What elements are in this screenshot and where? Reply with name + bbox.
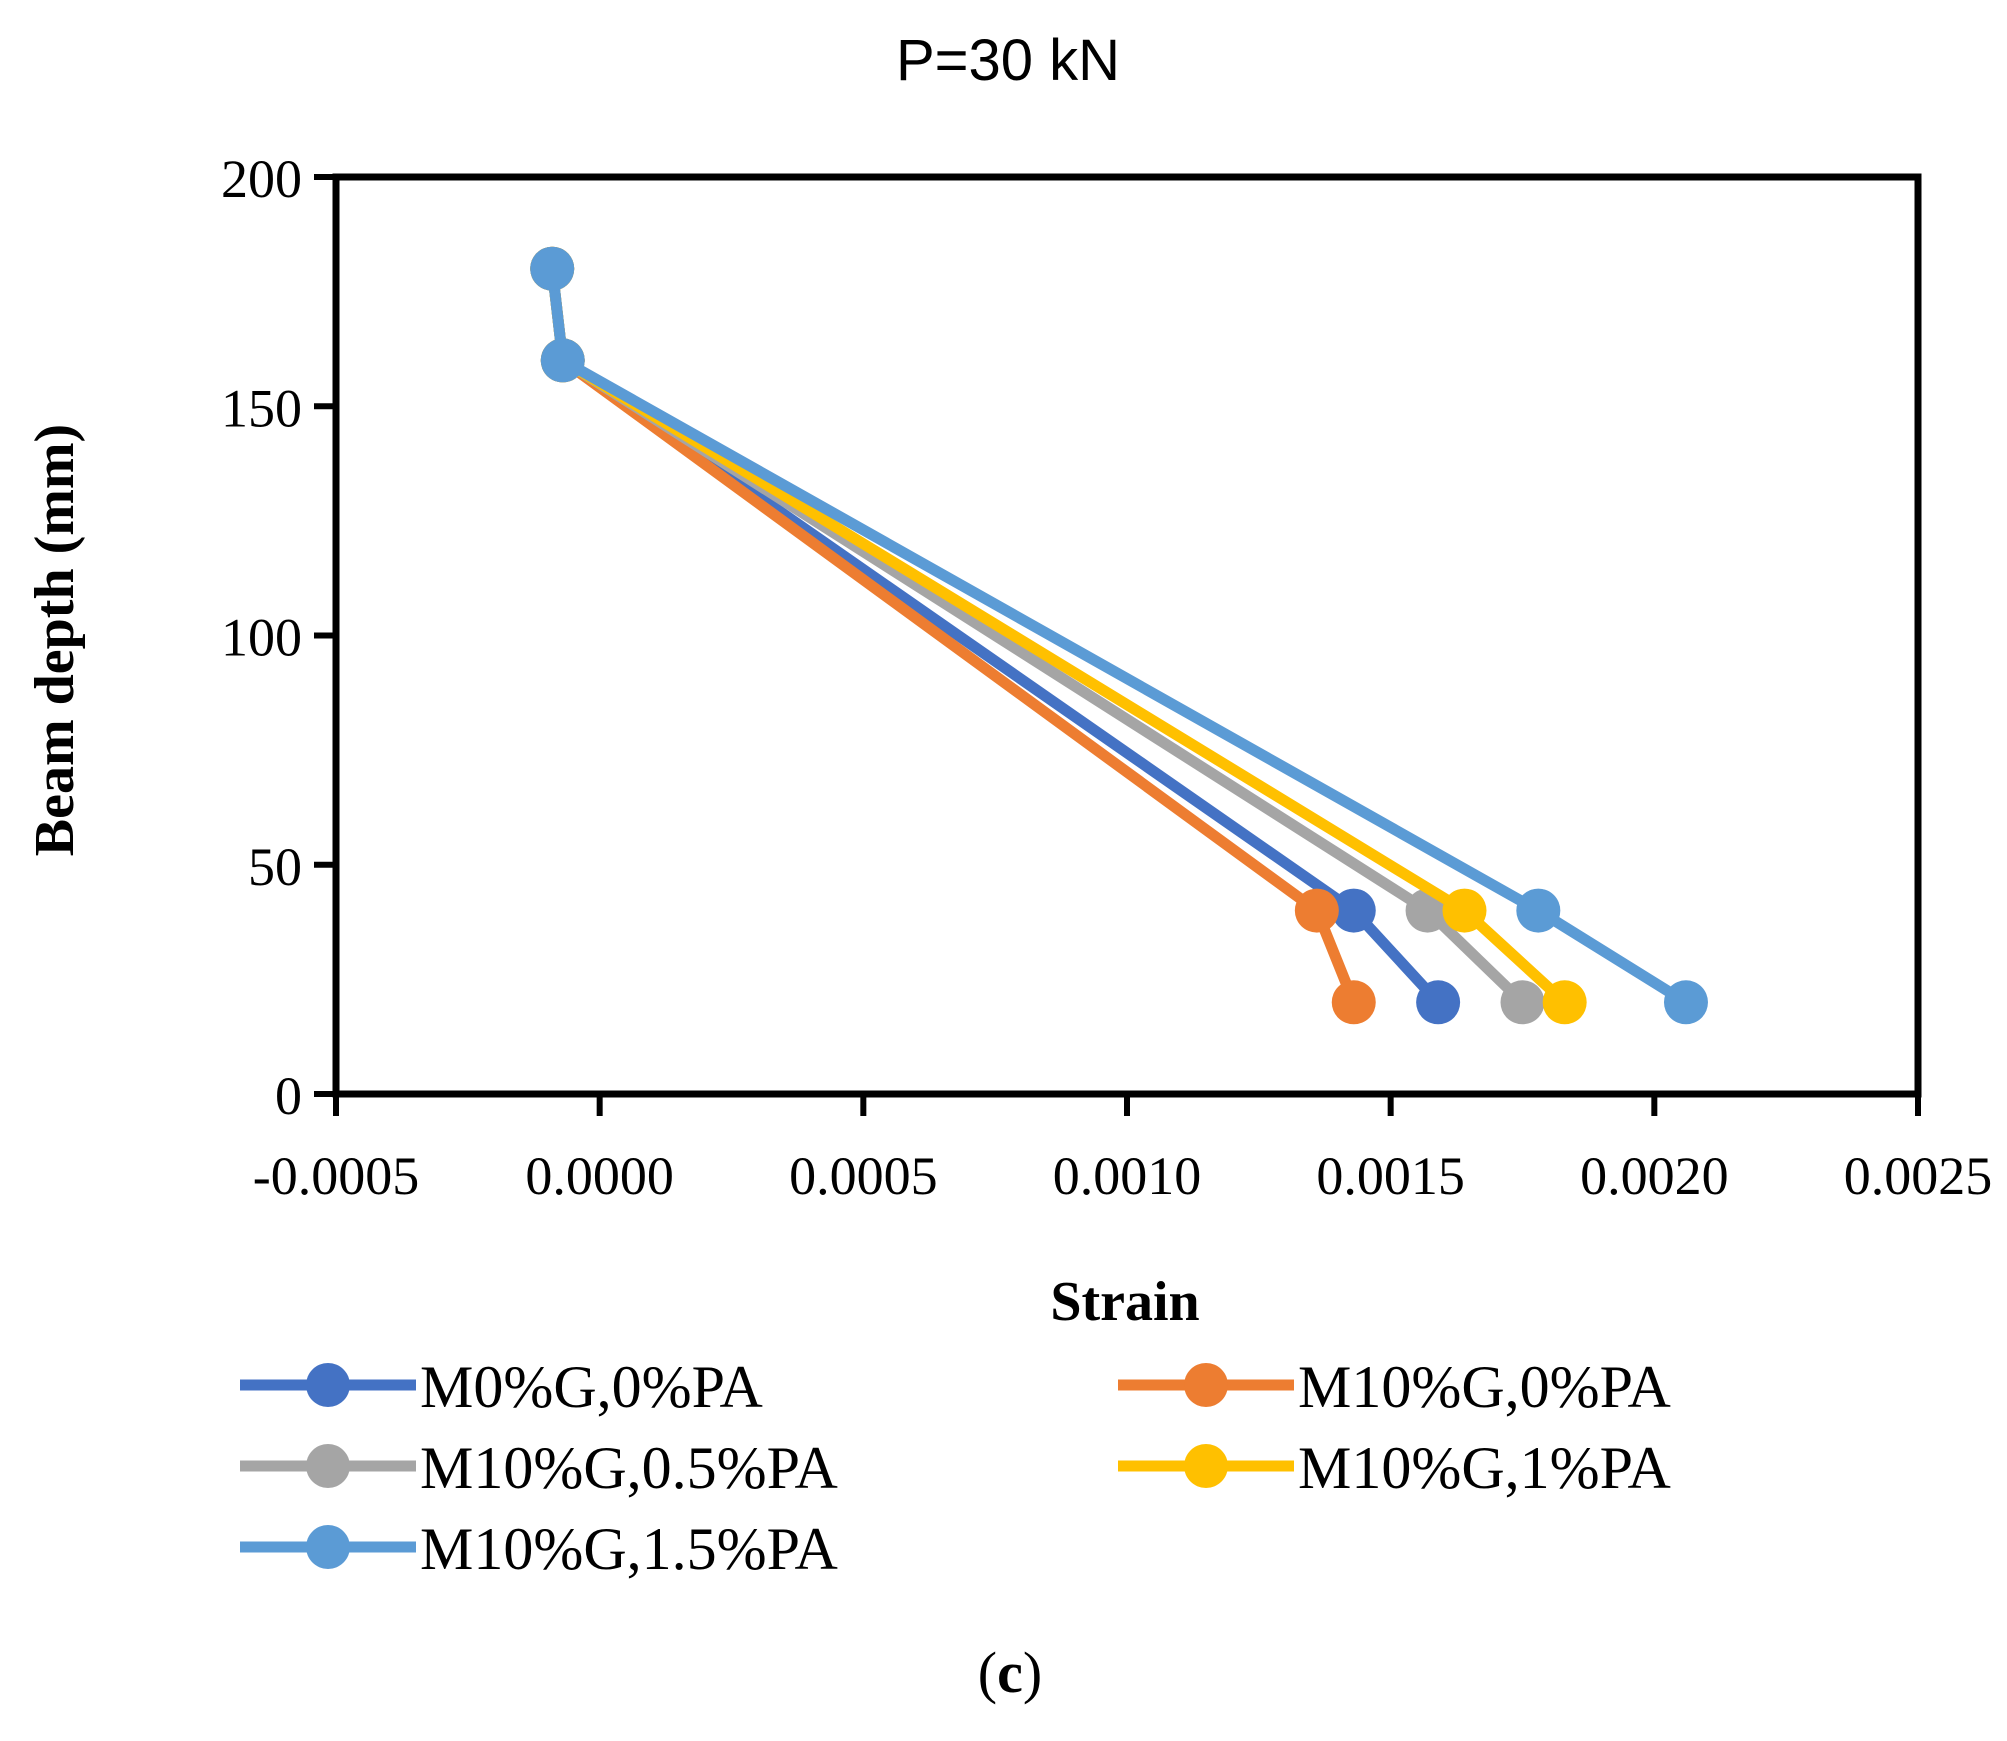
legend-marker [306, 1525, 350, 1569]
legend-item: M0%G,0%PA [240, 1354, 763, 1420]
panel-label: (c) [978, 1640, 1042, 1705]
plot-frame [332, 173, 1922, 1098]
x-tick-label: 0.0020 [1580, 1146, 1729, 1206]
data-point [1331, 980, 1376, 1025]
y-tick-label: 100 [221, 608, 302, 668]
legend-label: M0%G,0%PA [420, 1354, 763, 1420]
series-line [546, 263, 1692, 1008]
x-tick-label: 0.0025 [1844, 1146, 1993, 1206]
y-tick-label: 50 [248, 837, 302, 897]
data-point [1516, 888, 1561, 933]
series-4 [530, 246, 1708, 1025]
series-2 [530, 246, 1545, 1025]
data-point [540, 338, 585, 383]
data-point [1442, 888, 1487, 933]
y-tick-label: 200 [221, 149, 302, 209]
legend-label: M10%G,1%PA [1298, 1435, 1671, 1501]
panel-label-close: ) [1023, 1640, 1042, 1705]
data-point [1294, 888, 1339, 933]
data-point [1663, 980, 1708, 1025]
legend-item: M10%G,0.5%PA [240, 1435, 838, 1501]
legend-item: M10%G,1.5%PA [240, 1516, 838, 1582]
panel-label-open: ( [978, 1640, 997, 1705]
legend-marker [1184, 1363, 1228, 1407]
legend-item: M10%G,1%PA [1118, 1435, 1671, 1501]
data-point [1416, 980, 1461, 1025]
legend-item: M10%G,0%PA [1118, 1354, 1671, 1420]
legend-marker [1184, 1444, 1228, 1488]
data-point [1542, 980, 1587, 1025]
series-line [546, 263, 1528, 1008]
legend: M0%G,0%PA M10%G,0%PA M10%G,0.5%PA M10%G,1%P… [240, 1354, 1671, 1582]
legend-marker [306, 1363, 350, 1407]
data-point [1331, 888, 1376, 933]
x-tick-label: 0.0015 [1316, 1146, 1465, 1206]
data-point [1500, 980, 1545, 1025]
legend-label: M10%G,0.5%PA [420, 1435, 838, 1501]
legend-label: M10%G,1.5%PA [420, 1516, 838, 1582]
x-tick-label: 0.0000 [525, 1146, 674, 1206]
chart-title: P=30 kN [896, 28, 1120, 93]
panel-label-letter: c [997, 1640, 1023, 1705]
x-tick-label: 0.0005 [789, 1146, 938, 1206]
x-axis-label: Strain [1050, 1271, 1199, 1333]
y-axis-label: Beam depth (mm) [24, 424, 86, 856]
legend-marker [306, 1444, 350, 1488]
x-tick-label: -0.0005 [253, 1146, 419, 1206]
plot-area: 0 50 100 150 200 -0.0005 0.0000 0.0005 0.0010 0.0… [221, 149, 1992, 1206]
y-tick-label: 0 [275, 1066, 302, 1126]
y-tick-label: 150 [221, 378, 302, 438]
data-point [530, 246, 575, 291]
legend-label: M10%G,0%PA [1298, 1354, 1671, 1420]
x-tick-label: 0.0010 [1053, 1146, 1202, 1206]
